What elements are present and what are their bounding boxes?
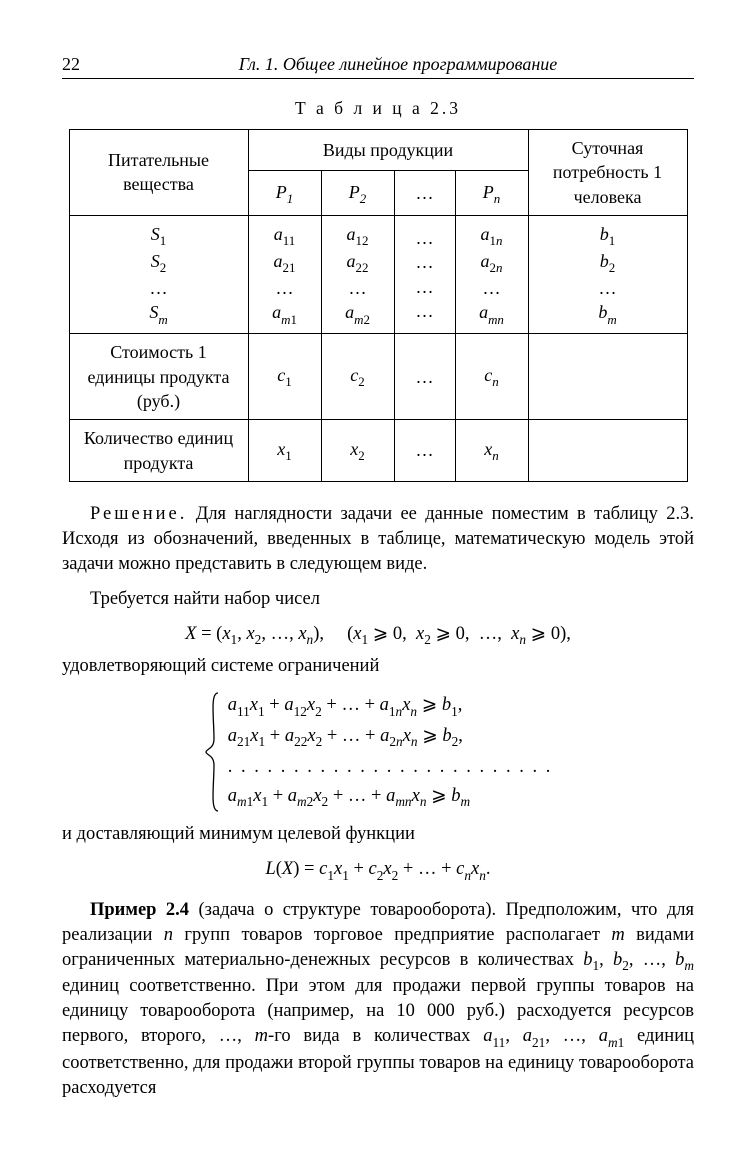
brace-icon [204, 691, 222, 813]
qty-x1: x1 [248, 420, 321, 482]
chapter-title: Гл. 1. Общее линейное программирование [102, 52, 694, 76]
sys-row-m: am1x1 + am2x2 + … + amnxn ⩾ bm [228, 784, 553, 811]
row-qty-label: Количество единиц продукта [69, 420, 248, 482]
qty-xn: xn [455, 420, 528, 482]
system-lines: a11x1 + a12x2 + … + a1nxn ⩾ b1, a21x1 + … [222, 689, 553, 814]
sys-row-dots: . . . . . . . . . . . . . . . . . . . . … [228, 755, 553, 780]
page-number: 22 [62, 52, 102, 76]
example-paren: (задача о структуре товарооборота). [189, 900, 506, 920]
paragraph-solution: Решение. Для наглядности задачи ее данны… [62, 502, 694, 577]
th-products: Виды продукции [248, 129, 528, 170]
paragraph-minimum: и доставляющий минимум целевой функции [62, 822, 694, 847]
example-lead: Пример 2.4 [90, 900, 189, 920]
col-a2: a12 a22 … am2 [321, 215, 394, 334]
solution-lead: Решение. [90, 504, 187, 524]
col-a1: a11 a21 … am1 [248, 215, 321, 334]
equation-system: a11x1 + a12x2 + … + a1nxn ⩾ b1, a21x1 + … [62, 689, 694, 814]
th-nutrients: Питательные вещества [69, 129, 248, 215]
paragraph-example: Пример 2.4 (задача о структуре товарообо… [62, 898, 694, 1101]
cost-cn: cn [455, 334, 528, 420]
th-p2: P2 [321, 171, 394, 216]
equation-l: L(X) = c1x1 + c2x2 + … + cnxn. [62, 857, 694, 884]
cost-dots: … [394, 334, 455, 420]
cost-empty [528, 334, 687, 420]
table-caption: Т а б л и ц а 2.3 [62, 97, 694, 121]
running-head: 22 Гл. 1. Общее линейное программировани… [62, 52, 694, 79]
th-pn: Pn [455, 171, 528, 216]
data-table: Питательные вещества Виды продукции Суто… [69, 129, 688, 482]
row-cost-label: Стоимость 1 единицы продукта (руб.) [69, 334, 248, 420]
equation-x: X = (x1, x2, …, xn), (x1 ⩾ 0, x2 ⩾ 0, …,… [62, 622, 694, 649]
th-p1: P1 [248, 171, 321, 216]
qty-dots: … [394, 420, 455, 482]
cost-c2: c2 [321, 334, 394, 420]
th-pdots: … [394, 171, 455, 216]
sys-row-2: a21x1 + a22x2 + … + a2nxn ⩾ b2, [228, 724, 553, 751]
paragraph-satisfying: удовлетворяющий системе ограничений [62, 654, 694, 679]
paragraph-require: Требуется найти набор чисел [62, 587, 694, 612]
cost-c1: c1 [248, 334, 321, 420]
col-an: a1n a2n … amn [455, 215, 528, 334]
s-labels: S1 S2 … Sm [69, 215, 248, 334]
col-adots: ………… [394, 215, 455, 334]
qty-empty [528, 420, 687, 482]
sys-row-1: a11x1 + a12x2 + … + a1nxn ⩾ b1, [228, 693, 553, 720]
th-need: Суточная потребность 1 человека [528, 129, 687, 215]
qty-x2: x2 [321, 420, 394, 482]
page: 22 Гл. 1. Общее линейное программировани… [0, 0, 756, 1172]
col-b: b1 b2 … bm [528, 215, 687, 334]
